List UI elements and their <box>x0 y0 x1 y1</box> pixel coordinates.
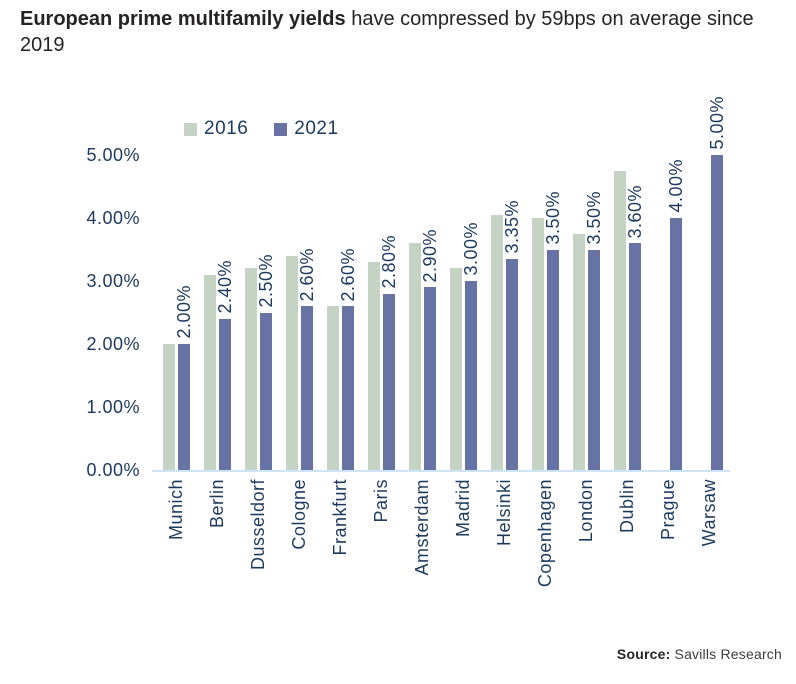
bar-2016-munich <box>163 344 175 470</box>
y-axis-tick-label-4.00%: 4.00% <box>86 208 140 228</box>
y-axis-tick-label-0.00%: 0.00% <box>86 460 140 480</box>
chart-legend: 2016 2021 <box>184 118 339 140</box>
bar-2021-dublin <box>629 243 641 470</box>
bar-value-label-berlin: 2.40% <box>215 260 235 314</box>
source-note: Source: Savills Research <box>617 646 782 662</box>
bar-2021-cologne <box>301 306 313 470</box>
bar-2021-prague <box>670 218 682 470</box>
bar-2016-berlin <box>204 274 216 470</box>
bar-2021-amsterdam <box>424 287 436 470</box>
legend-label-2021: 2021 <box>294 118 339 139</box>
bar-2016-helsinki <box>491 214 503 470</box>
x-axis-label-dusseldorf: Dusseldorf <box>248 479 268 571</box>
x-axis-label-london: London <box>576 479 596 543</box>
x-axis-label-prague: Prague <box>658 479 678 541</box>
bar-value-label-copenhagen: 3.50% <box>543 190 563 245</box>
x-axis-label-copenhagen: Copenhagen <box>535 479 555 588</box>
legend-item-2021: 2021 <box>274 118 338 140</box>
y-axis-tick-label-1.00%: 1.00% <box>86 397 140 417</box>
x-axis-label-munich: Munich <box>166 479 186 541</box>
bar-value-label-helsinki: 3.35% <box>502 200 522 254</box>
bar-value-label-paris: 2.80% <box>379 235 399 289</box>
bar-2016-madrid <box>450 268 462 470</box>
x-axis-label-frankfurt: Frankfurt <box>330 479 350 556</box>
bar-2021-frankfurt <box>342 306 354 470</box>
x-axis-label-madrid: Madrid <box>453 479 473 538</box>
bar-2021-paris <box>383 293 395 470</box>
x-axis-label-dublin: Dublin <box>617 479 637 534</box>
bar-2016-dublin <box>614 170 626 470</box>
legend-label-2016: 2016 <box>204 118 249 139</box>
y-axis-tick-label-2.00%: 2.00% <box>86 334 140 354</box>
source-text: Savills Research <box>670 646 782 662</box>
bar-value-label-cologne: 2.60% <box>297 247 317 302</box>
bar-2016-frankfurt <box>327 306 339 470</box>
bar-value-label-dublin: 3.60% <box>625 184 645 239</box>
x-axis-line <box>152 470 730 472</box>
bar-value-label-madrid: 3.00% <box>461 222 481 276</box>
legend-swatch-2016 <box>184 122 197 136</box>
bar-value-label-amsterdam: 2.90% <box>420 228 440 283</box>
chart-title-emphasis: European prime multifamily yields <box>20 8 346 30</box>
x-axis-label-berlin: Berlin <box>207 479 227 529</box>
bar-2021-berlin <box>219 318 231 470</box>
x-axis-label-amsterdam: Amsterdam <box>412 479 432 576</box>
legend-swatch-2021 <box>274 122 288 136</box>
bar-value-label-frankfurt: 2.60% <box>338 247 358 302</box>
bar-2016-paris <box>368 262 380 470</box>
x-axis-label-paris: Paris <box>371 479 391 523</box>
bar-2016-amsterdam <box>409 243 421 470</box>
bar-2021-copenhagen <box>547 249 559 470</box>
chart-title: European prime multifamily yields have c… <box>20 6 772 58</box>
bar-value-label-warsaw: 5.00% <box>707 96 727 150</box>
bar-2021-london <box>588 249 600 470</box>
bar-2021-madrid <box>465 281 477 470</box>
bar-2016-copenhagen <box>532 218 544 470</box>
bar-2016-dusseldorf <box>245 268 257 470</box>
legend-item-2016: 2016 <box>184 118 248 140</box>
source-label: Source: <box>616 646 671 662</box>
bar-2021-munich <box>178 344 190 470</box>
bar-value-label-munich: 2.00% <box>174 285 194 339</box>
bar-2016-cologne <box>286 255 298 470</box>
y-axis-tick-label-5.00%: 5.00% <box>86 145 140 165</box>
x-axis-label-helsinki: Helsinki <box>494 479 514 547</box>
bar-2016-london <box>573 233 585 470</box>
bar-2021-warsaw <box>711 155 723 470</box>
bar-value-label-london: 3.50% <box>584 190 604 245</box>
bar-2021-helsinki <box>506 258 518 470</box>
chart-title-rest: have compressed by 59bps on average sinc… <box>20 8 754 56</box>
y-axis-tick-label-3.00%: 3.00% <box>86 271 140 291</box>
bar-2021-dusseldorf <box>260 312 272 470</box>
x-axis-label-warsaw: Warsaw <box>699 479 719 547</box>
bar-value-label-dusseldorf: 2.50% <box>256 253 276 308</box>
bar-value-label-prague: 4.00% <box>666 159 686 213</box>
x-axis-label-cologne: Cologne <box>289 479 309 550</box>
